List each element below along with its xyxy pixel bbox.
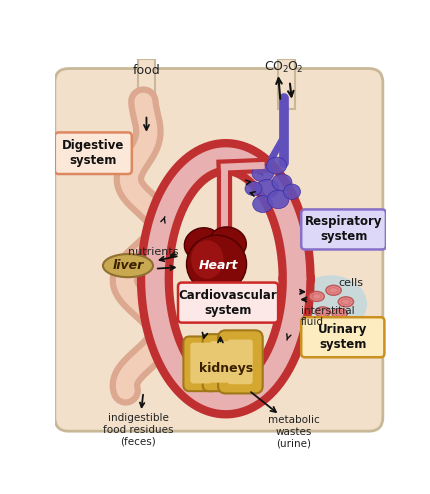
Text: Digestive
system: Digestive system — [62, 139, 125, 167]
Polygon shape — [138, 59, 155, 112]
Ellipse shape — [187, 235, 246, 293]
Text: Heart: Heart — [198, 259, 238, 272]
Ellipse shape — [332, 308, 347, 319]
FancyBboxPatch shape — [203, 334, 237, 391]
Ellipse shape — [245, 182, 262, 196]
FancyBboxPatch shape — [190, 343, 212, 383]
Ellipse shape — [294, 275, 367, 333]
Ellipse shape — [309, 291, 324, 301]
Ellipse shape — [252, 165, 273, 182]
Ellipse shape — [326, 285, 341, 295]
Text: Urinary
system: Urinary system — [318, 323, 368, 351]
FancyBboxPatch shape — [55, 69, 383, 431]
Ellipse shape — [253, 196, 273, 212]
Text: metabolic
wastes
(urine): metabolic wastes (urine) — [267, 415, 319, 448]
Ellipse shape — [256, 179, 279, 198]
Ellipse shape — [184, 228, 221, 260]
Ellipse shape — [338, 297, 353, 307]
Polygon shape — [278, 59, 295, 109]
FancyBboxPatch shape — [184, 336, 219, 391]
Ellipse shape — [103, 254, 153, 277]
FancyBboxPatch shape — [227, 339, 253, 384]
FancyBboxPatch shape — [301, 209, 386, 249]
Text: cells: cells — [338, 278, 363, 288]
Text: Respiratory
system: Respiratory system — [305, 215, 382, 244]
Ellipse shape — [267, 190, 289, 208]
FancyBboxPatch shape — [301, 317, 384, 357]
Text: CO$_2$: CO$_2$ — [264, 59, 289, 75]
FancyBboxPatch shape — [55, 132, 132, 174]
FancyBboxPatch shape — [218, 330, 263, 393]
Ellipse shape — [210, 227, 246, 258]
Text: O$_2$: O$_2$ — [287, 59, 303, 75]
Text: interstitial
fluid: interstitial fluid — [301, 306, 355, 328]
Text: nutrients: nutrients — [128, 247, 178, 257]
Text: food: food — [132, 64, 160, 77]
Text: kidneys: kidneys — [199, 362, 253, 375]
Ellipse shape — [272, 174, 292, 191]
Ellipse shape — [191, 240, 224, 279]
FancyBboxPatch shape — [178, 283, 278, 323]
FancyBboxPatch shape — [209, 341, 230, 383]
Ellipse shape — [315, 307, 331, 317]
Text: Cardiovascular
system: Cardiovascular system — [179, 288, 277, 317]
Text: liver: liver — [112, 259, 144, 272]
Text: indigestible
food residues
(feces): indigestible food residues (feces) — [103, 413, 173, 447]
Ellipse shape — [267, 157, 286, 174]
Ellipse shape — [283, 184, 301, 200]
